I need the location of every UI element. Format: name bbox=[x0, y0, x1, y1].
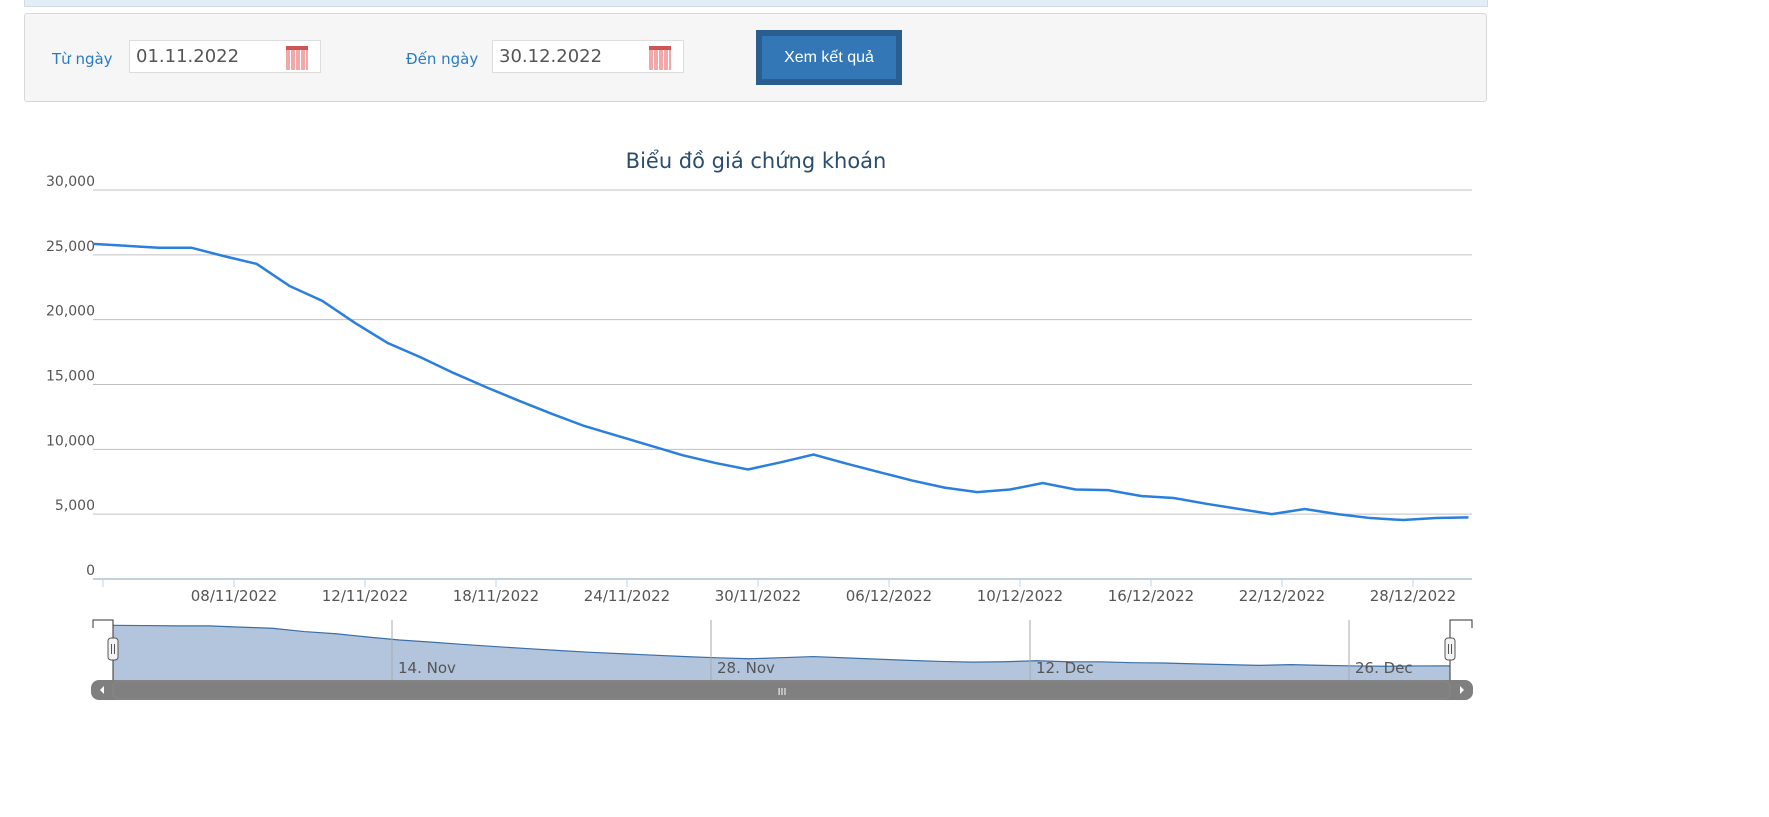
navigator-line bbox=[112, 624, 1451, 667]
handle-grip-icon bbox=[1448, 644, 1452, 654]
x-tick-label: 28/12/2022 bbox=[1370, 587, 1456, 605]
x-tick-label: 18/11/2022 bbox=[453, 587, 539, 605]
x-tick-label: 06/12/2022 bbox=[846, 587, 932, 605]
y-tick-label: 5,000 bbox=[55, 498, 95, 514]
x-tick-label: 08/11/2022 bbox=[191, 587, 277, 605]
y-tick-label: 20,000 bbox=[46, 304, 95, 320]
to-date-label: Đến ngày bbox=[406, 50, 479, 68]
scrollbar-grip: III bbox=[778, 687, 787, 698]
handle-grip-icon bbox=[111, 644, 115, 654]
navigator-handle[interactable] bbox=[1444, 637, 1456, 661]
navigator-handle[interactable] bbox=[107, 637, 119, 661]
calendar-icon[interactable] bbox=[286, 46, 308, 70]
x-tick-label: 22/12/2022 bbox=[1239, 587, 1325, 605]
from-date-label: Từ ngày bbox=[52, 50, 113, 68]
navigator-label: 14. Nov bbox=[398, 659, 456, 677]
view-results-button[interactable]: Xem kết quả bbox=[756, 30, 902, 85]
y-tick-label: 15,000 bbox=[46, 369, 95, 385]
navigator-label: 28. Nov bbox=[717, 659, 775, 677]
y-tick-label: 0 bbox=[86, 563, 95, 579]
x-tick-label: 30/11/2022 bbox=[715, 587, 801, 605]
x-tick-label: 16/12/2022 bbox=[1108, 587, 1194, 605]
navigator-area bbox=[113, 625, 1450, 680]
date-filter-panel: Từ ngày 01.11.2022 Đến ngày 30.12.2022 X… bbox=[24, 13, 1487, 102]
calendar-icon[interactable] bbox=[649, 46, 671, 70]
scroll-left-arrow-icon[interactable] bbox=[100, 686, 104, 694]
y-tick-label: 10,000 bbox=[46, 433, 95, 449]
y-tick-label: 30,000 bbox=[46, 174, 95, 190]
y-tick-label: 25,000 bbox=[46, 239, 95, 255]
x-tick-label: 10/12/2022 bbox=[977, 587, 1063, 605]
x-tick-label: 12/11/2022 bbox=[322, 587, 408, 605]
to-date-input[interactable]: 30.12.2022 bbox=[492, 40, 684, 73]
navigator-label: 12. Dec bbox=[1036, 659, 1094, 677]
to-date-value: 30.12.2022 bbox=[499, 46, 603, 67]
top-bar bbox=[24, 0, 1488, 7]
navigator-label: 26. Dec bbox=[1355, 659, 1413, 677]
from-date-value: 01.11.2022 bbox=[136, 46, 240, 67]
chart-title: Biểu đồ giá chứng khoán bbox=[626, 149, 887, 173]
scroll-right-arrow-icon[interactable] bbox=[1460, 686, 1464, 694]
x-tick-label: 24/11/2022 bbox=[584, 587, 670, 605]
price-series-line bbox=[93, 242, 1469, 522]
from-date-input[interactable]: 01.11.2022 bbox=[129, 40, 321, 73]
scrollbar-thumb[interactable] bbox=[112, 680, 1451, 700]
